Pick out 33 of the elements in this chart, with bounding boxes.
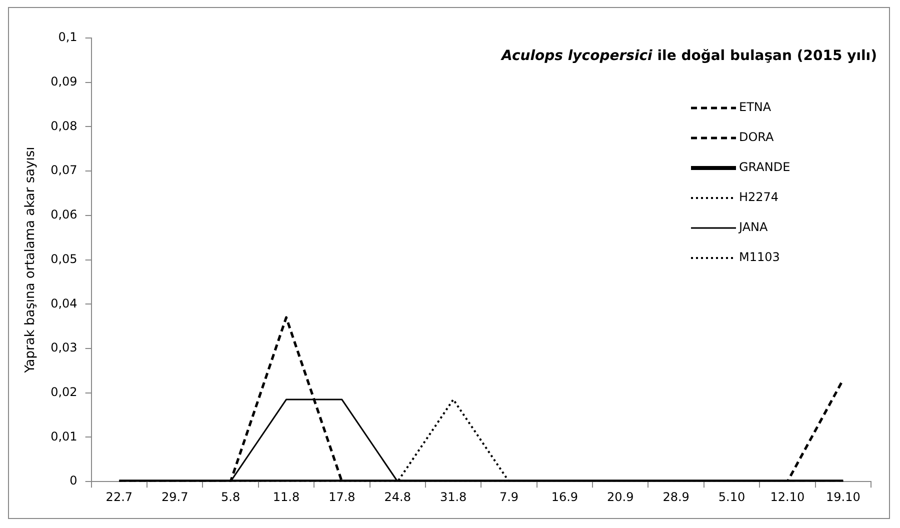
x-tick-label: 28.9 bbox=[662, 490, 690, 504]
x-tick-label: 29.7 bbox=[161, 490, 188, 504]
x-tick-label: 11.8 bbox=[272, 490, 300, 504]
y-tick-label: 0 bbox=[70, 474, 78, 488]
y-tick-label: 0,02 bbox=[50, 385, 78, 400]
y-tick-label: 0,1 bbox=[58, 30, 78, 44]
legend-label: GRANDE bbox=[739, 160, 790, 174]
y-axis-title: Yaprak başına ortalama akar sayısı bbox=[23, 146, 38, 374]
y-tick-label: 0,09 bbox=[50, 74, 78, 88]
x-tick-label: 19.10 bbox=[826, 490, 860, 504]
text: Aculops lycopersici ile doğal bulaşan (2015 yılı) bbox=[502, 48, 877, 64]
y-tick-label: 0,06 bbox=[50, 208, 78, 222]
x-tick-label: 17.8 bbox=[328, 490, 356, 504]
x-tick-label: 7.9 bbox=[499, 490, 519, 504]
y-tick-label: 0,05 bbox=[50, 252, 78, 266]
legend-label: M1103 bbox=[739, 250, 780, 264]
legend-label: JANA bbox=[738, 220, 769, 234]
legend-label: DORA bbox=[739, 130, 775, 144]
y-tick-label: 0,07 bbox=[50, 163, 78, 178]
y-tick-label: 0,08 bbox=[50, 118, 78, 133]
y-tick-label: 0,04 bbox=[50, 296, 78, 310]
x-tick-label: 5.8 bbox=[221, 490, 240, 504]
x-tick-label: 5.10 bbox=[718, 490, 746, 504]
y-tick-label: 0,01 bbox=[50, 429, 78, 444]
y-tick-label: 0,03 bbox=[50, 340, 78, 355]
x-tick-label: 22.7 bbox=[106, 490, 133, 504]
x-tick-label: 12.10 bbox=[770, 490, 805, 504]
legend-label: ETNA bbox=[739, 100, 772, 114]
x-tick-label: 31.8 bbox=[440, 490, 467, 504]
x-tick-label: 20.9 bbox=[607, 490, 634, 504]
x-tick-label: 16.9 bbox=[551, 490, 578, 504]
x-tick-label: 24.8 bbox=[384, 490, 411, 504]
legend-label: H2274 bbox=[739, 190, 779, 204]
